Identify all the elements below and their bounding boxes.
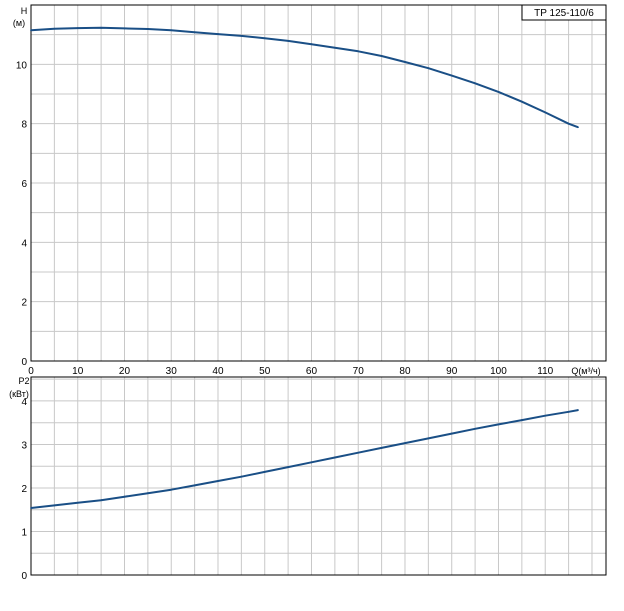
head-data-point <box>287 39 290 42</box>
x-tick-label: 0 <box>28 366 34 377</box>
power-y-axis-unit: (кВт) <box>9 389 29 399</box>
power-y-tick-label: 0 <box>21 571 27 582</box>
x-tick-label: 110 <box>537 366 553 377</box>
x-tick-label: 90 <box>446 366 458 377</box>
head-data-point <box>544 111 547 114</box>
head-data-point <box>450 74 453 77</box>
power-data-point <box>170 488 173 491</box>
power-data-point <box>123 495 126 498</box>
head-y-tick-label: 2 <box>21 298 27 309</box>
head-data-point <box>380 55 383 57</box>
x-tick-label: 20 <box>119 366 131 377</box>
power-data-point <box>287 466 290 468</box>
head-data-point <box>310 43 313 46</box>
power-data-point <box>544 414 547 417</box>
x-tick-label: 40 <box>212 366 224 377</box>
x-tick-label: 80 <box>399 366 411 377</box>
power-y-tick-label: 4 <box>21 397 27 408</box>
power-data-point <box>76 501 79 504</box>
head-data-point <box>497 91 500 93</box>
power-data-point <box>474 427 477 430</box>
power-data-point <box>520 419 523 421</box>
head-data-point <box>357 50 360 53</box>
head-data-point <box>474 82 477 85</box>
head-y-tick-label: 0 <box>21 357 27 368</box>
power-y-axis-label: P2 <box>18 376 29 386</box>
head-data-point <box>100 26 103 29</box>
head-data-point <box>30 29 32 32</box>
head-plot-frame <box>30 4 607 362</box>
power-data-point <box>193 484 196 487</box>
x-tick-label: 30 <box>166 366 178 377</box>
power-data-point <box>263 470 266 473</box>
head-data-point <box>427 67 430 70</box>
head-data-point <box>53 27 56 30</box>
x-tick-label: 70 <box>353 366 365 377</box>
head-data-point <box>240 34 243 37</box>
x-tick-label: 100 <box>490 366 507 377</box>
head-y-tick-label: 10 <box>16 60 28 71</box>
power-y-tick-label: 3 <box>21 440 27 451</box>
head-data-point <box>520 100 523 103</box>
head-data-point <box>567 122 570 125</box>
power-data-point <box>577 409 579 411</box>
head-data-point <box>217 33 219 35</box>
head-data-point <box>76 27 79 30</box>
power-data-point <box>497 423 500 426</box>
head-data-point <box>123 27 126 30</box>
power-data-point <box>310 461 313 464</box>
x-axis-label: Q(м³/ч) <box>571 366 600 376</box>
power-data-point <box>427 437 430 440</box>
head-data-point <box>263 37 266 40</box>
head-y-axis-label: H <box>21 6 28 16</box>
power-curve <box>30 409 579 509</box>
head-y-axis-unit: (м) <box>13 18 25 28</box>
power-data-point <box>30 507 32 509</box>
head-data-point <box>404 61 406 63</box>
head-curve <box>30 26 579 129</box>
head-y-tick-label: 8 <box>21 120 27 131</box>
head-data-point <box>146 28 149 30</box>
head-data-point <box>170 29 173 32</box>
model-label-box <box>521 4 607 21</box>
power-data-point <box>240 475 243 478</box>
head-data-point <box>333 46 336 49</box>
power-data-point <box>53 504 56 507</box>
power-data-point <box>146 492 149 495</box>
x-tick-label: 10 <box>72 366 84 377</box>
power-data-point <box>450 432 453 435</box>
power-data-point <box>333 456 336 459</box>
power-data-point <box>357 451 360 454</box>
head-data-point <box>577 126 579 129</box>
power-data-point <box>380 447 383 449</box>
power-data-point <box>567 410 570 413</box>
head-y-tick-label: 4 <box>21 238 27 249</box>
power-y-tick-label: 2 <box>21 484 27 495</box>
power-data-point <box>404 442 406 445</box>
x-tick-label: 50 <box>259 366 271 377</box>
head-y-tick-label: 6 <box>21 179 27 190</box>
power-y-tick-label: 1 <box>21 527 27 538</box>
model-label: TP 125-110/6 <box>534 8 594 19</box>
power-data-point <box>100 499 103 502</box>
x-tick-label: 60 <box>306 366 318 377</box>
power-data-point <box>217 480 219 482</box>
power-plot-frame <box>30 376 607 576</box>
head-data-point <box>193 31 196 34</box>
